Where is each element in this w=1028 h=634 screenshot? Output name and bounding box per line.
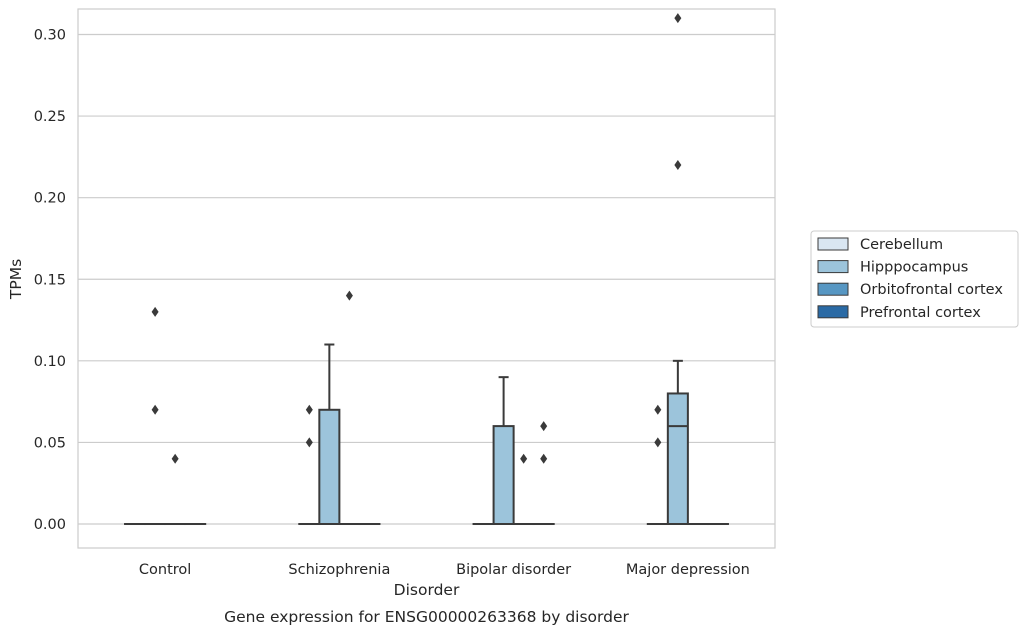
outlier-point — [305, 404, 313, 415]
x-tick-label: Control — [139, 562, 191, 578]
box — [492, 425, 515, 526]
box — [666, 392, 689, 526]
legend-swatch — [817, 260, 849, 274]
outlier-point — [654, 404, 662, 415]
box-group — [298, 290, 381, 526]
x-axis-label: Disorder — [394, 581, 460, 599]
legend-label: Hipppocampus — [860, 260, 968, 276]
x-tick-label: Major depression — [626, 562, 750, 578]
outlier-point — [540, 421, 548, 432]
legend: Cerebellum Hipppocampus Orbitofrontal cort… — [810, 230, 1019, 328]
y-tick-label: 0.05 — [34, 435, 66, 451]
legend-label: Orbitofrontal cortex — [860, 282, 1003, 298]
legend-swatch — [817, 305, 849, 319]
box-group — [124, 306, 207, 526]
y-tick-label: 0.15 — [34, 272, 66, 288]
y-tick-label: 0.20 — [34, 191, 66, 207]
outlier-point — [345, 290, 353, 301]
outlier-point — [520, 453, 528, 464]
outlier-point — [151, 404, 159, 415]
legend-swatch — [817, 237, 849, 251]
outlier-point — [151, 306, 159, 317]
x-tick-labels: Control Schizophrenia Bipolar disorder Majo… — [139, 562, 750, 578]
x-tick-label: Schizophrenia — [288, 562, 390, 578]
y-axis-label: TPMs — [7, 259, 25, 300]
y-tick-label: 0.10 — [34, 354, 66, 370]
grid-lines — [78, 33, 775, 525]
box — [318, 408, 341, 525]
y-tick-labels: 0.00 0.05 0.10 0.15 0.20 0.25 0.30 — [34, 28, 66, 534]
legend-frame — [810, 230, 1019, 328]
legend-swatch — [817, 282, 849, 296]
x-tick-label: Bipolar disorder — [456, 562, 571, 578]
outlier-point — [305, 437, 313, 448]
y-tick-label: 0.30 — [34, 28, 66, 44]
y-tick-label: 0.00 — [34, 517, 66, 533]
y-tick-label: 0.25 — [34, 109, 66, 125]
outlier-point — [171, 453, 179, 464]
outlier-point — [654, 437, 662, 448]
box-group — [646, 13, 729, 526]
legend-label: Prefrontal cortex — [860, 305, 981, 321]
outlier-point — [674, 160, 682, 171]
outlier-point — [674, 13, 682, 24]
legend-label: Cerebellum — [860, 237, 943, 253]
chart-caption: Gene expression for ENSG00000263368 by d… — [224, 608, 629, 626]
box-groups — [124, 13, 729, 526]
plot-area-frame — [77, 8, 776, 549]
box-group — [472, 376, 555, 526]
outlier-point — [540, 453, 548, 464]
